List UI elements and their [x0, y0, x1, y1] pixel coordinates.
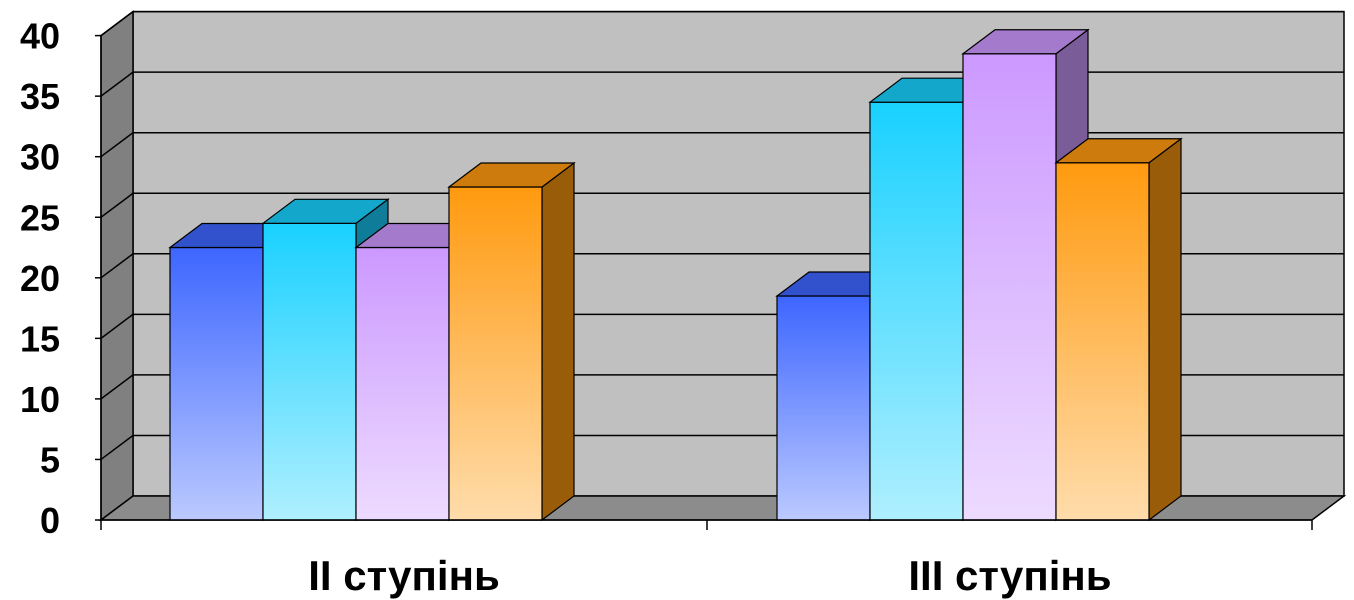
y-tick-label: 40: [20, 16, 60, 57]
y-tick-label: 0: [40, 500, 60, 541]
bar-front: [962, 53, 1057, 521]
bar-front: [869, 101, 964, 521]
bar: [1054, 137, 1183, 522]
y-tick-label: 5: [40, 439, 60, 480]
bar-front: [169, 246, 264, 521]
bar-top: [961, 29, 1090, 55]
bar-front: [776, 295, 871, 521]
y-tick-label: 25: [20, 197, 60, 238]
gridline-side: [100, 71, 134, 97]
y-tick-label: 10: [20, 379, 60, 420]
bar-front: [355, 246, 450, 521]
bars: [168, 28, 1183, 522]
bar-top: [1054, 138, 1183, 164]
bar-front: [262, 222, 357, 521]
bar-top: [261, 198, 390, 224]
gridline-side: [100, 374, 134, 400]
axis-labels: 0 5 10 15 20 25 30 35 40 II ступінь III ступінь: [20, 16, 1112, 599]
gridline-side: [100, 132, 134, 158]
gridline-side: [100, 192, 134, 218]
gridline-side: [100, 253, 134, 279]
bar-side: [1148, 137, 1182, 522]
bar-front: [1055, 162, 1150, 521]
y-tick-label: 35: [20, 76, 60, 117]
gridline-side: [100, 11, 134, 37]
axes: [95, 34, 1313, 530]
y-tick-label: 15: [20, 318, 60, 359]
x-category-label: III ступінь: [908, 552, 1111, 599]
x-category-label: II ступінь: [308, 552, 500, 599]
gridline-side: [100, 434, 134, 461]
bar-front: [448, 186, 543, 521]
bar-side: [541, 161, 575, 522]
y-tick-label: 30: [20, 137, 60, 178]
y-tick-label: 20: [20, 258, 60, 299]
gridline-side: [100, 313, 134, 339]
bar: [447, 161, 576, 522]
bar-top: [447, 162, 576, 188]
